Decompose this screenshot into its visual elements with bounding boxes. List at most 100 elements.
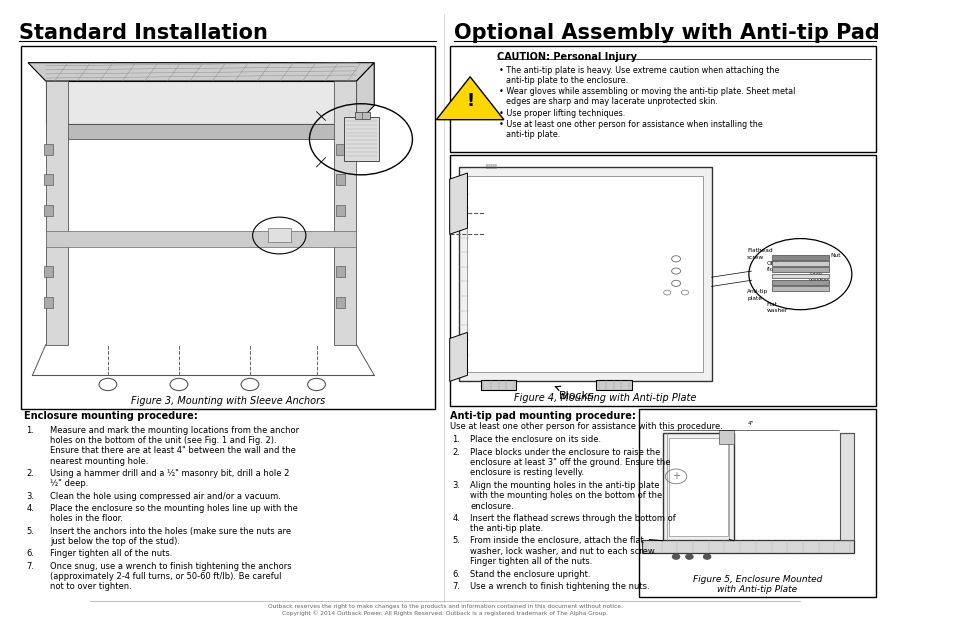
Text: 3.: 3. xyxy=(27,492,34,501)
Text: • Use at least one other person for assistance when installing the: • Use at least one other person for assi… xyxy=(498,121,761,129)
Bar xyxy=(46,81,68,345)
Text: anti-tip plate to the enclosure.: anti-tip plate to the enclosure. xyxy=(505,75,627,85)
Text: 7.: 7. xyxy=(452,582,460,591)
Text: (approximately 2-4 full turns, or 50-60 ft/lb). Be careful: (approximately 2-4 full turns, or 50-60 … xyxy=(51,572,281,581)
Bar xyxy=(335,205,345,216)
Text: Figure 4, Mounting with Anti-tip Plate: Figure 4, Mounting with Anti-tip Plate xyxy=(514,393,696,403)
Bar xyxy=(771,268,828,273)
Text: plate: plate xyxy=(746,295,761,300)
Bar xyxy=(335,143,345,154)
Bar xyxy=(668,438,727,536)
Text: 3.: 3. xyxy=(452,481,460,489)
Bar xyxy=(355,112,370,119)
Bar xyxy=(44,143,52,154)
Text: Enclosure mounting procedure:: Enclosure mounting procedure: xyxy=(24,411,197,421)
Text: Flathead: Flathead xyxy=(746,248,772,253)
Bar xyxy=(449,154,875,406)
Text: CAUTION: Personal Injury: CAUTION: Personal Injury xyxy=(497,52,636,62)
Bar xyxy=(771,286,828,290)
Text: OBE: OBE xyxy=(766,261,779,266)
Text: 7.: 7. xyxy=(27,562,34,570)
Text: the anti-tip plate.: the anti-tip plate. xyxy=(470,524,543,533)
Text: 4.: 4. xyxy=(27,504,34,513)
Bar xyxy=(596,380,631,390)
Text: Anti-tip pad mounting procedure:: Anti-tip pad mounting procedure: xyxy=(449,411,635,421)
Circle shape xyxy=(672,554,679,559)
Text: Standard Installation: Standard Installation xyxy=(19,23,268,43)
Bar xyxy=(334,81,356,345)
Bar xyxy=(44,174,52,185)
Text: Measure and mark the mounting locations from the anchor: Measure and mark the mounting locations … xyxy=(51,426,299,434)
Text: edges are sharp and may lacerate unprotected skin.: edges are sharp and may lacerate unprote… xyxy=(505,97,717,106)
Bar xyxy=(44,297,52,308)
Bar xyxy=(46,231,356,247)
Bar xyxy=(771,261,828,266)
Text: Use a wrench to finish tightening the nuts.: Use a wrench to finish tightening the nu… xyxy=(470,582,649,591)
Text: holes on the bottom of the unit (see Fig. 1 and Fig. 2).: holes on the bottom of the unit (see Fig… xyxy=(51,436,276,445)
Text: 4.: 4. xyxy=(452,514,459,523)
Text: • Use proper lifting techniques.: • Use proper lifting techniques. xyxy=(498,109,624,117)
Text: Insert the anchors into the holes (make sure the nuts are: Insert the anchors into the holes (make … xyxy=(51,527,291,536)
Text: 5.: 5. xyxy=(27,527,34,536)
Text: nearest mounting hole.: nearest mounting hole. xyxy=(51,457,149,466)
Text: Copyright © 2014 Outback Power. All Rights Reserved. Outback is a registered tra: Copyright © 2014 Outback Power. All Righ… xyxy=(282,610,608,616)
Text: Place the enclosure so the mounting holes line up with the: Place the enclosure so the mounting hole… xyxy=(51,504,297,513)
Text: Blocks: Blocks xyxy=(555,386,594,400)
Bar xyxy=(639,409,875,597)
Text: Figure 5, Enclosure Mounted
with Anti-tip Plate: Figure 5, Enclosure Mounted with Anti-ti… xyxy=(692,575,821,594)
Text: IIIIII: IIIIII xyxy=(485,164,497,170)
Text: From inside the enclosure, attach the flat: From inside the enclosure, attach the fl… xyxy=(470,536,643,546)
Text: Figure 3, Mounting with Sleeve Anchors: Figure 3, Mounting with Sleeve Anchors xyxy=(131,396,325,406)
Bar xyxy=(21,46,435,409)
Bar xyxy=(771,255,828,260)
Bar xyxy=(344,117,378,161)
Text: Finger tighten all of the nuts.: Finger tighten all of the nuts. xyxy=(51,549,172,558)
Text: !: ! xyxy=(466,92,474,110)
Text: anti-tip plate.: anti-tip plate. xyxy=(505,130,559,139)
Polygon shape xyxy=(46,81,356,124)
Text: with the mounting holes on the bottom of the: with the mounting holes on the bottom of… xyxy=(470,491,661,500)
Polygon shape xyxy=(449,332,467,381)
Text: washer: washer xyxy=(766,308,787,313)
Bar xyxy=(467,176,702,372)
Text: 1.: 1. xyxy=(452,435,459,444)
Text: Finger tighten all of the nuts.: Finger tighten all of the nuts. xyxy=(470,557,592,566)
Polygon shape xyxy=(28,62,374,81)
Text: washer: washer xyxy=(808,279,830,284)
Text: 2.: 2. xyxy=(27,469,34,478)
Polygon shape xyxy=(449,173,467,234)
Text: Ensure that there are at least 4" between the wall and the: Ensure that there are at least 4" betwee… xyxy=(51,446,295,455)
Bar xyxy=(641,540,853,553)
Bar xyxy=(771,274,828,279)
Bar xyxy=(480,380,516,390)
Bar xyxy=(718,430,733,444)
Bar xyxy=(335,174,345,185)
Text: Anti-tip: Anti-tip xyxy=(746,289,767,294)
Text: screw: screw xyxy=(746,255,763,260)
Text: • The anti-tip plate is heavy. Use extreme caution when attaching the: • The anti-tip plate is heavy. Use extre… xyxy=(498,66,778,75)
Text: not to over tighten.: not to over tighten. xyxy=(51,582,132,591)
Text: Lock: Lock xyxy=(808,273,821,277)
Text: Flat: Flat xyxy=(766,302,777,307)
Bar xyxy=(335,297,345,308)
Text: Nut: Nut xyxy=(830,253,841,258)
Text: Once snug, use a wrench to finish tightening the anchors: Once snug, use a wrench to finish tighte… xyxy=(51,562,292,570)
Bar xyxy=(662,433,733,541)
Text: just below the top of the stud).: just below the top of the stud). xyxy=(51,537,180,546)
Text: Outback reserves the right to make changes to the products and information conta: Outback reserves the right to make chang… xyxy=(268,604,622,609)
Text: Use at least one other person for assistance with this procedure.: Use at least one other person for assist… xyxy=(449,423,721,431)
Circle shape xyxy=(703,554,710,559)
Text: Using a hammer drill and a ½" masonry bit, drill a hole 2: Using a hammer drill and a ½" masonry bi… xyxy=(51,469,290,478)
Text: 2.: 2. xyxy=(452,447,459,457)
Text: • Wear gloves while assembling or moving the anti-tip plate. Sheet metal: • Wear gloves while assembling or moving… xyxy=(498,87,794,96)
Bar xyxy=(771,280,828,284)
Text: 5.: 5. xyxy=(452,536,459,546)
Text: Clean the hole using compressed air and/or a vacuum.: Clean the hole using compressed air and/… xyxy=(51,492,281,501)
Text: Place blocks under the enclosure to raise the: Place blocks under the enclosure to rais… xyxy=(470,447,659,457)
Bar xyxy=(44,266,52,277)
Text: Place the enclosure on its side.: Place the enclosure on its side. xyxy=(470,435,600,444)
Text: Insert the flathead screws through the bottom of: Insert the flathead screws through the b… xyxy=(470,514,675,523)
Circle shape xyxy=(685,554,692,559)
Text: holes in the floor.: holes in the floor. xyxy=(51,514,123,523)
Text: Stand the enclosure upright.: Stand the enclosure upright. xyxy=(470,570,590,578)
